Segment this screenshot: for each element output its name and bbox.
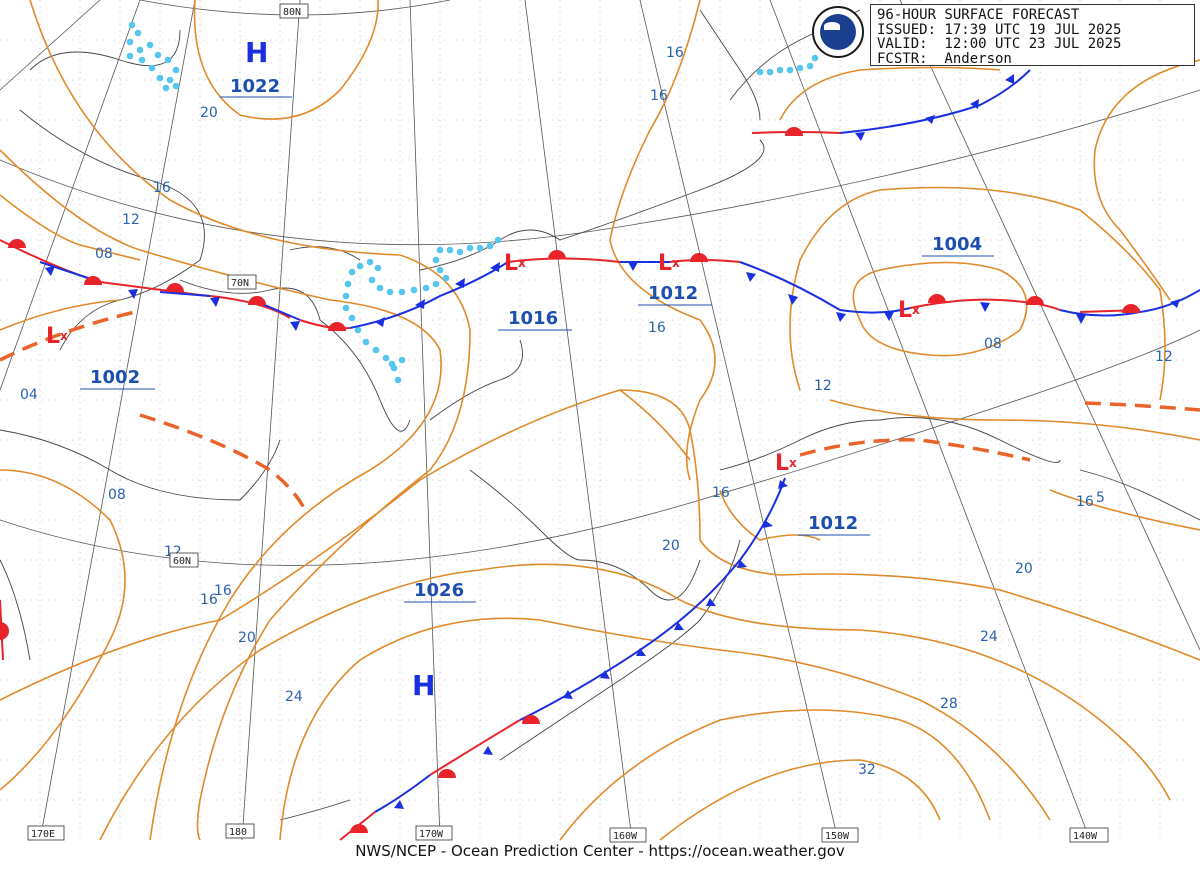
low-mark: x <box>60 329 68 343</box>
low-mark: x <box>912 303 920 317</box>
low-mark: x <box>672 256 680 270</box>
noaa-logo-bird <box>824 22 840 30</box>
lat-label-70n: 70N <box>231 278 249 289</box>
title-line-valid: VALID: 12:00 UTC 23 JUL 2025 <box>877 36 1122 52</box>
low-mark: x <box>789 456 797 470</box>
warm-front-bumps <box>0 127 1140 833</box>
pressure-value: 1002 <box>90 367 140 388</box>
isobar-label: 16 <box>1076 494 1094 510</box>
title-line-product: 96-HOUR SURFACE FORECAST <box>877 7 1080 23</box>
isobar-label: 32 <box>858 762 876 778</box>
isobar-label: 12 <box>1155 349 1173 365</box>
noaa-logo-icon <box>812 6 864 58</box>
low-symbol: L <box>898 298 912 323</box>
isobar-label: 16 <box>666 45 684 61</box>
lon-label-150w: 150W <box>825 831 850 842</box>
lon-label-170w: 170W <box>419 829 444 840</box>
isobar-label: 20 <box>662 538 680 554</box>
isobar-label: 16 <box>153 180 171 196</box>
isobar-label: 5 <box>1096 490 1105 506</box>
cold-front-triangles <box>45 74 1180 809</box>
isobars <box>0 0 1200 841</box>
troughs <box>0 310 1200 511</box>
isobar-label: 24 <box>285 689 303 705</box>
dotted-grid <box>0 0 1200 840</box>
isobar-label: 08 <box>984 336 1002 352</box>
pressure-value: 1016 <box>508 308 558 329</box>
lon-label-160w: 160W <box>613 831 638 842</box>
isobar-label: 12 <box>122 212 140 228</box>
isobar-label: 24 <box>980 629 998 645</box>
pressure-value: 1012 <box>808 513 858 534</box>
lat-label-80n: 80N <box>283 7 301 18</box>
isobar-label: 08 <box>95 246 113 262</box>
coastlines <box>0 9 1200 821</box>
lon-label-170e: 170E <box>31 829 55 840</box>
low-symbol: L <box>46 324 60 349</box>
pressure-values: 1022 1002 1016 1012 1004 1012 1026 <box>80 76 994 603</box>
pressure-value: 1004 <box>932 234 982 255</box>
isobar-label: 16 <box>650 88 668 104</box>
precipitation-areas <box>126 21 819 384</box>
lon-label-140w: 140W <box>1073 831 1098 842</box>
isobar-label: 20 <box>238 630 256 646</box>
isobar-label: 20 <box>1015 561 1033 577</box>
pressure-value: 1012 <box>648 283 698 304</box>
noaa-logo-inner <box>820 14 856 50</box>
footer-credit: NWS/NCEP - Ocean Prediction Center - htt… <box>355 842 845 860</box>
title-line-issued: ISSUED: 17:39 UTC 19 JUL 2025 <box>877 21 1122 38</box>
lon-label-180: 180 <box>229 827 247 838</box>
grid-labels: 80N 70N 60N 170E 180 170W 160W 150W 140W <box>27 3 1109 843</box>
low-symbol: L <box>504 251 518 276</box>
fronts <box>0 69 1200 841</box>
isobar-label: 16 <box>200 592 218 608</box>
pressure-value: 1022 <box>230 76 280 97</box>
title-line-forecaster: FCSTR: Anderson <box>877 50 1012 67</box>
isobar-label: 16 <box>712 485 730 501</box>
isobar-label: 08 <box>108 487 126 503</box>
isobar-label: 04 <box>20 387 38 403</box>
forecast-title-box: 96-HOUR SURFACE FORECAST ISSUED: 17:39 UT… <box>870 4 1195 66</box>
isobar-label: 16 <box>648 320 666 336</box>
pressure-value: 1026 <box>414 580 464 601</box>
isobar-labels: 20 16 12 08 04 08 12 16 16 20 24 16 16 1… <box>20 45 1173 778</box>
low-mark: x <box>518 256 526 270</box>
low-symbol: L <box>658 251 672 276</box>
high-symbol: H <box>245 36 268 69</box>
isobar-label: 20 <box>200 105 218 121</box>
low-symbol: L <box>775 451 789 476</box>
isobar-label: 16 <box>214 583 232 599</box>
lat-label-60n: 60N <box>173 556 191 567</box>
isobar-label: 28 <box>940 696 958 712</box>
high-symbol: H <box>412 669 435 702</box>
isobar-label: 12 <box>814 378 832 394</box>
